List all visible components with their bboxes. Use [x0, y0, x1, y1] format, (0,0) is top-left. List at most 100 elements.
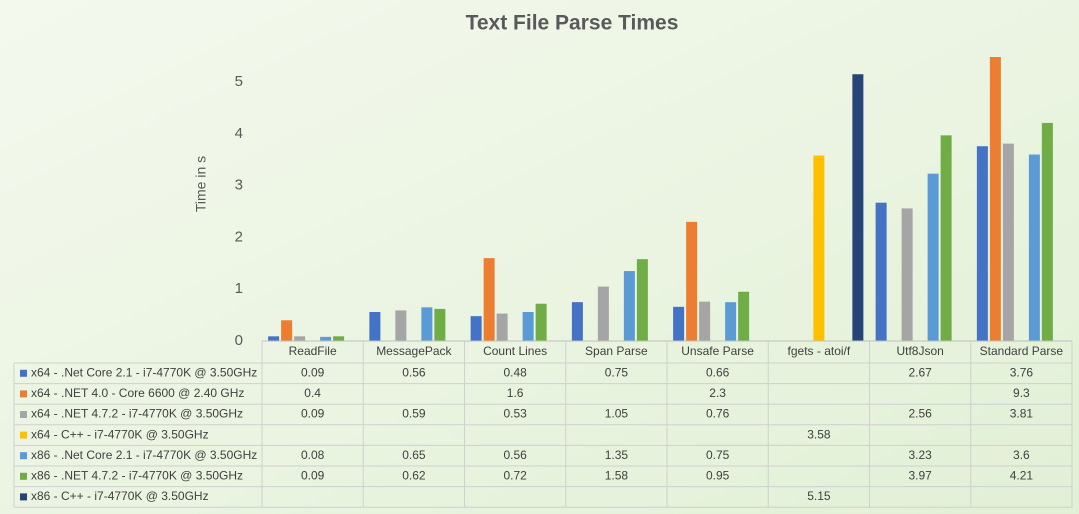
table-value: 0.75 [706, 448, 730, 462]
x-tick-label: MessagePack [376, 344, 452, 358]
legend-label: x64 - C++ - i7-4770K @ 3.50GHz [31, 427, 209, 441]
bar [686, 221, 698, 341]
x-tick-label: Unsafe Parse [681, 344, 754, 358]
bar [571, 302, 583, 341]
y-tick-label: 1 [235, 280, 243, 297]
table-value: 0.09 [301, 407, 325, 421]
bar [294, 336, 306, 341]
legend-marker [20, 452, 27, 460]
table-value: 0.53 [503, 407, 527, 421]
table-value: 0.62 [402, 468, 426, 482]
table-value: 1.6 [507, 386, 524, 400]
bar [268, 336, 280, 341]
bar [901, 208, 913, 341]
y-axis-label: Time in s [193, 156, 209, 212]
table-value: 1.35 [605, 448, 629, 462]
table-value: 0.95 [706, 468, 730, 482]
table-value: 0.59 [402, 407, 426, 421]
table-value: 3.58 [807, 427, 831, 441]
legend-label: x86 - .NET 4.7.2 - i7-4770K @ 3.50GHz [31, 468, 243, 482]
legend-marker [20, 472, 27, 480]
legend-label: x86 - C++ - i7-4770K @ 3.50GHz [31, 489, 209, 503]
y-tick-label: 0 [235, 332, 243, 349]
table-value: 0.09 [301, 468, 325, 482]
bar [976, 146, 988, 341]
bar [725, 302, 737, 341]
table-value: 0.66 [706, 365, 730, 379]
bar [281, 320, 293, 341]
legend-marker [20, 411, 27, 418]
legend-label: x64 - .Net Core 2.1 - i7-4770K @ 3.50GHz [31, 365, 257, 379]
bar [483, 258, 495, 341]
bar [852, 74, 864, 341]
table-value: 0.48 [503, 365, 527, 379]
bar [940, 135, 952, 341]
legend-marker [20, 390, 27, 398]
table-value: 9.3 [1013, 386, 1030, 400]
bar [421, 307, 433, 341]
table-value: 0.65 [402, 448, 426, 462]
bar [989, 57, 1001, 341]
bar [875, 202, 887, 341]
bar [1028, 154, 1040, 341]
table-value: 0.76 [706, 407, 730, 421]
x-tick-label: Utf8Json [896, 344, 943, 358]
bar [395, 310, 407, 341]
y-tick-label: 3 [235, 177, 243, 194]
table-value: 0.72 [503, 468, 527, 482]
table-value: 3.76 [1010, 365, 1034, 379]
bars [268, 57, 1053, 341]
table-value: 3.23 [908, 448, 932, 462]
table-value: 2.56 [908, 407, 932, 421]
table-value: 3.81 [1010, 407, 1034, 421]
y-tick-label: 4 [235, 125, 243, 142]
table-value: 1.58 [605, 468, 629, 482]
bar [623, 271, 635, 341]
table-value: 0.75 [605, 365, 629, 379]
bar [333, 336, 345, 341]
table-value: 0.09 [301, 365, 325, 379]
table-value: 0.08 [301, 448, 325, 462]
bar [1041, 122, 1053, 341]
legend-marker [20, 369, 27, 377]
bar [369, 311, 381, 341]
table-value: 0.4 [304, 386, 321, 400]
x-tick-label: Count Lines [483, 344, 547, 358]
bar [673, 306, 685, 341]
bar [738, 291, 750, 341]
legend-marker [20, 493, 27, 501]
bar [535, 303, 547, 341]
bar [927, 173, 939, 341]
bar [813, 155, 825, 341]
bar [320, 336, 332, 341]
legend-label: x64 - .NET 4.0 - Core 6600 @ 2.40 GHz [31, 386, 244, 400]
x-tick-label: Standard Parse [980, 344, 1064, 358]
bar [1002, 143, 1014, 341]
bar [636, 259, 648, 341]
x-tick-label: ReadFile [289, 344, 337, 358]
table-value: 3.6 [1013, 448, 1030, 462]
y-tick-label: 5 [235, 73, 243, 90]
table-value: 4.21 [1010, 468, 1034, 482]
bar [496, 313, 508, 341]
table-value: 5.15 [807, 489, 831, 503]
bar [597, 286, 609, 341]
x-tick-label: fgets - atoi/f [788, 344, 851, 358]
table-value: 2.67 [908, 365, 932, 379]
table-value: 3.97 [908, 468, 932, 482]
bar [522, 311, 534, 341]
legend-label: x86 - .Net Core 2.1 - i7-4770K @ 3.50GHz [31, 448, 257, 462]
bar [699, 301, 711, 341]
table-value: 1.05 [605, 407, 629, 421]
table-value: 2.3 [709, 386, 726, 400]
legend-marker [20, 431, 27, 439]
table-value: 0.56 [503, 448, 527, 462]
legend-label: x64 - .NET 4.7.2 - i7-4770K @ 3.50GHz [31, 407, 243, 421]
bar [470, 316, 482, 341]
bar [434, 308, 446, 341]
x-tick-label: Span Parse [585, 344, 648, 358]
y-tick-label: 2 [235, 228, 243, 245]
chart-title: Text File Parse Times [466, 12, 679, 35]
